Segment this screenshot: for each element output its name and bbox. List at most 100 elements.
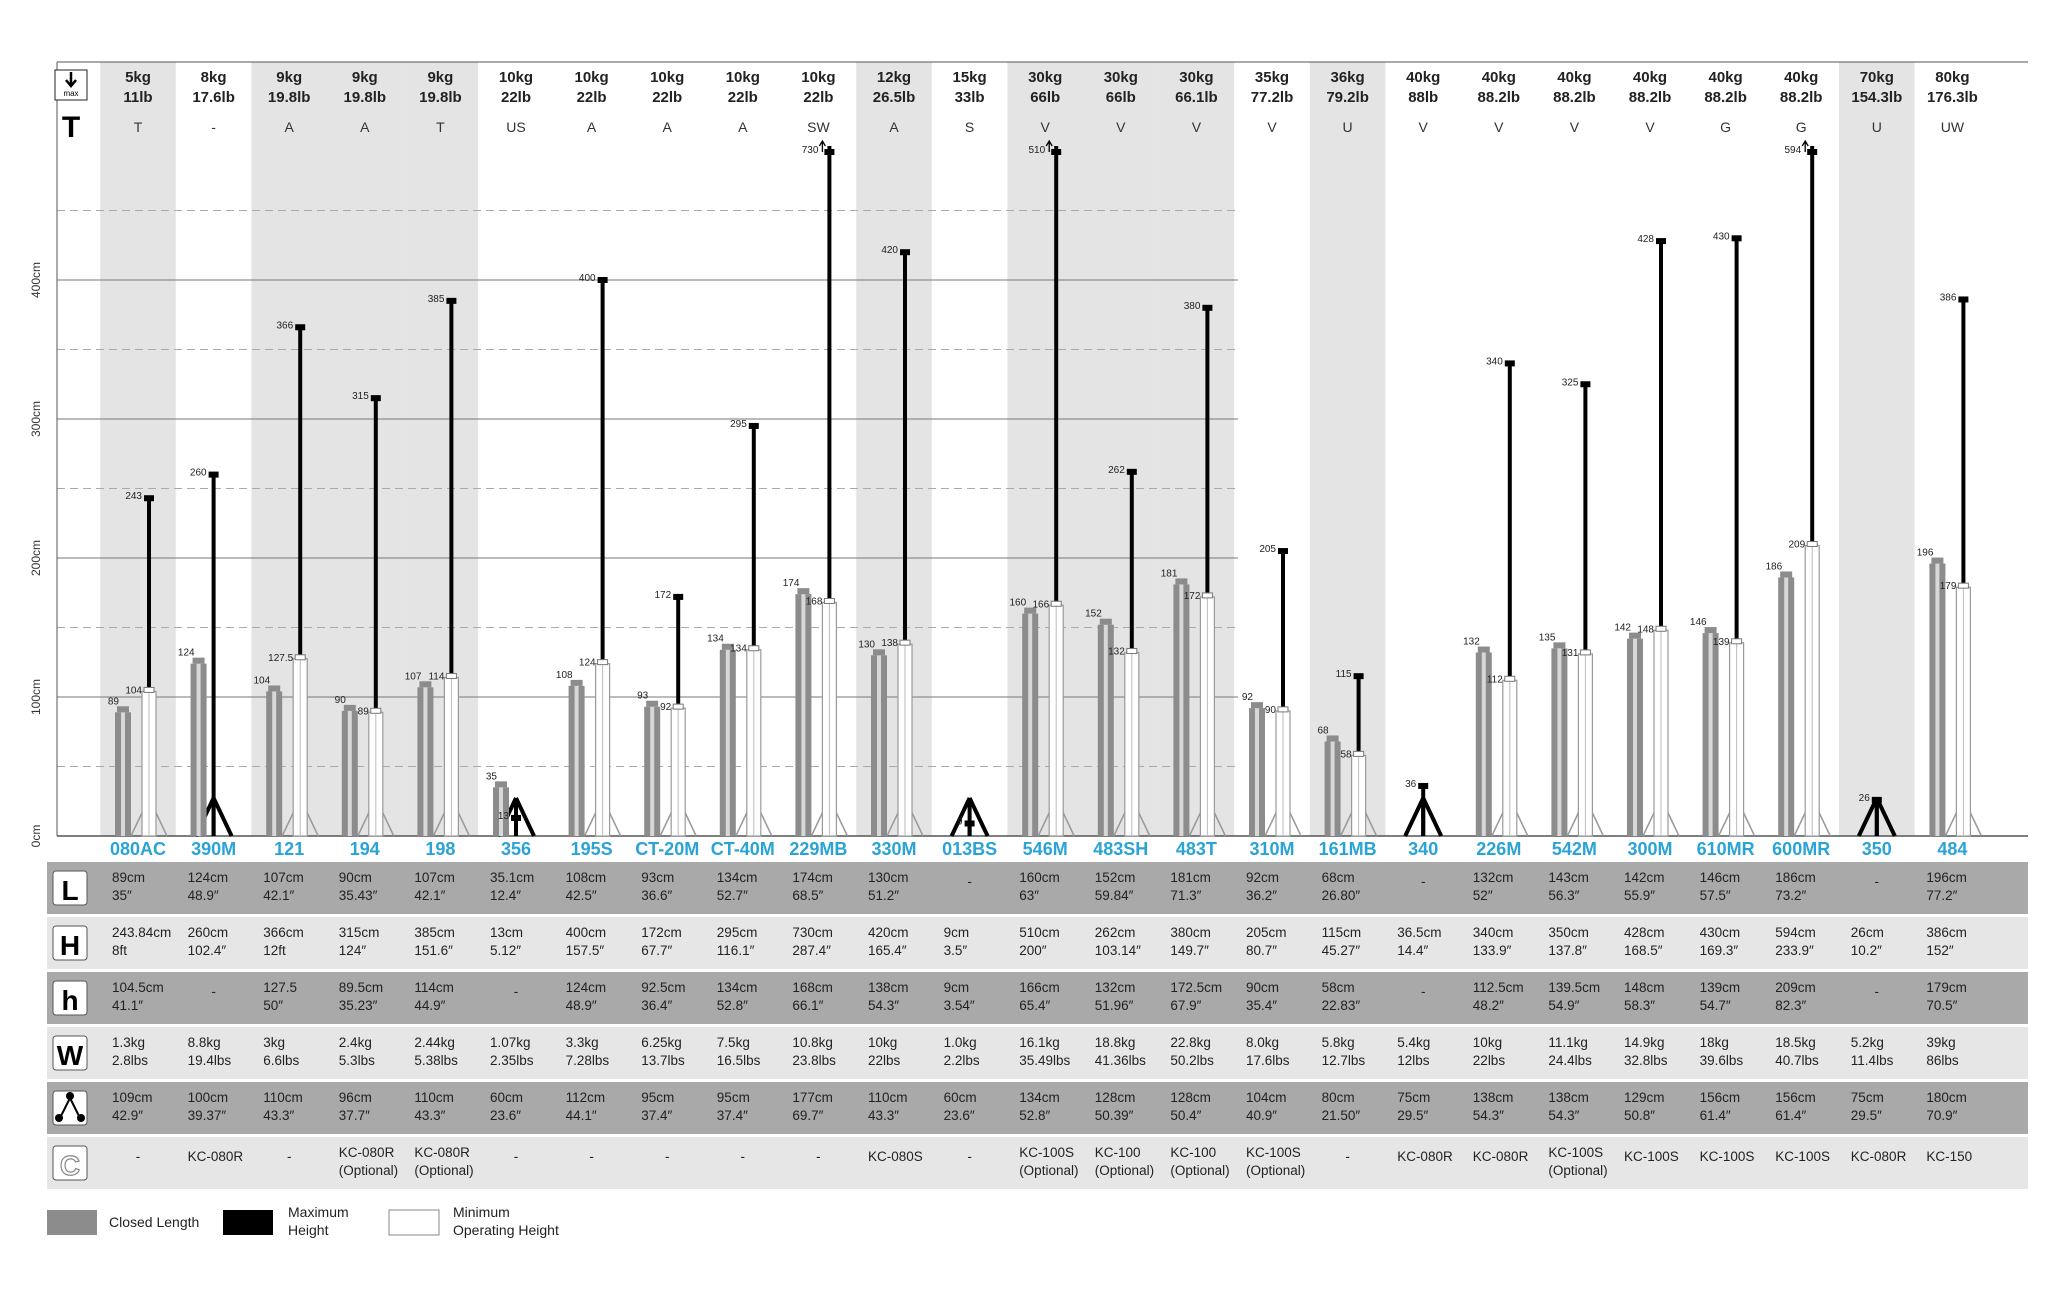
data-label: 260 — [190, 468, 207, 479]
bar-cap — [1326, 735, 1339, 742]
table-cell: 100cm — [188, 1090, 229, 1105]
footprint-dot — [77, 1114, 85, 1122]
row-icon: W — [57, 1040, 84, 1071]
line-cap — [1807, 149, 1818, 155]
table-cell: 48.2″ — [1473, 998, 1504, 1013]
table-cell: 8ft — [112, 943, 127, 958]
table-cell: 17.6lbs — [1246, 1053, 1290, 1068]
x-tick-label: CT-20M — [635, 839, 699, 859]
table-cell: 39.37″ — [188, 1108, 227, 1123]
type-code: U — [1343, 119, 1353, 135]
table-cell: 50.39″ — [1095, 1108, 1134, 1123]
table-cell: 41.1″ — [112, 998, 143, 1013]
table-row — [47, 1027, 2028, 1079]
type-code: V — [1192, 119, 1202, 135]
type-code: V — [1267, 119, 1277, 135]
row-icon-box — [52, 1035, 88, 1071]
table-cell: 115cm — [1322, 925, 1362, 940]
bar-cap — [1780, 571, 1793, 578]
table-cell: 95cm — [641, 1090, 674, 1105]
max-load-lb: 66.1lb — [1175, 89, 1218, 106]
line-cap — [1656, 238, 1666, 245]
table-cell: 180cm — [1926, 1090, 1967, 1105]
column-shade — [1083, 62, 1159, 836]
type-code: A — [738, 119, 748, 135]
overflow-arrow — [1801, 139, 1809, 152]
table-cell: 50.2lbs — [1170, 1053, 1214, 1068]
table-cell: - — [816, 1149, 821, 1164]
table-cell: 2.8lbs — [112, 1053, 148, 1068]
line-cap — [597, 277, 608, 283]
table-cell: KC-100S — [1624, 1149, 1679, 1164]
table-cell: - — [1421, 984, 1426, 999]
table-cell: 428cm — [1624, 925, 1665, 940]
table-cell: 65.4″ — [1019, 998, 1050, 1013]
x-tick-label: 484 — [1937, 839, 1967, 859]
table-cell: 29.5″ — [1397, 1108, 1428, 1123]
table-cell: 1.07kg — [490, 1035, 531, 1050]
data-label: 366 — [277, 320, 294, 331]
table-cell: 35.43″ — [339, 888, 378, 903]
data-label: 90 — [1265, 705, 1277, 716]
table-cell: 36.4″ — [641, 998, 672, 1013]
data-label: 124 — [579, 658, 596, 669]
table-cell: 23.6″ — [944, 1108, 975, 1123]
table-cell: 340cm — [1473, 925, 1514, 940]
table-cell: 35″ — [112, 888, 132, 903]
line-cap — [295, 324, 306, 331]
y-tick-label: 400cm — [29, 262, 43, 298]
table-cell: 55.9″ — [1624, 888, 1655, 903]
column-shade — [402, 62, 479, 836]
table-cell: 95cm — [717, 1090, 750, 1105]
table-cell: 51.2″ — [868, 888, 899, 903]
bar-stripe — [725, 649, 730, 836]
table-cell: 262cm — [1095, 925, 1136, 940]
table-cell: 92cm — [1246, 870, 1279, 885]
data-label: 104 — [254, 675, 271, 686]
table-cell: KC-080R — [1397, 1149, 1453, 1164]
column-shade — [1007, 62, 1083, 836]
table-cell: 58cm — [1322, 980, 1355, 995]
data-label: 114 — [428, 672, 444, 683]
data-label: 340 — [1486, 356, 1503, 367]
table-cell: 730cm — [792, 925, 833, 940]
legend-swatch — [47, 1210, 97, 1235]
table-cell: 39kg — [1926, 1035, 1955, 1050]
table-cell: 400cm — [566, 925, 607, 940]
x-tick-label: 161MB — [1319, 839, 1377, 859]
x-tick-label: 080AC — [110, 839, 166, 859]
type-code: A — [360, 119, 370, 135]
row-icon: L — [61, 875, 78, 906]
max-load-lb: 79.2lb — [1326, 89, 1369, 106]
line-cap — [824, 149, 835, 155]
type-code: G — [1796, 119, 1807, 135]
data-label: 172 — [1184, 591, 1201, 602]
max-load-lb: 88.2lb — [1780, 89, 1823, 106]
x-tick-label: 390M — [191, 839, 236, 859]
table-cell: 138cm — [868, 980, 909, 995]
table-cell: 43.3″ — [868, 1108, 899, 1123]
footprint-dot — [55, 1114, 63, 1122]
table-cell: 143cm — [1548, 870, 1589, 885]
x-tick-label: 600MR — [1772, 839, 1830, 859]
bar-cap — [1201, 592, 1213, 599]
bar-cap — [1957, 582, 1969, 589]
bar-cap — [1579, 649, 1591, 656]
data-label: 130 — [858, 639, 875, 650]
max-load-icon: max — [54, 69, 88, 101]
bar-cap — [495, 781, 507, 788]
max-load-kg: 5kg — [125, 69, 151, 86]
data-label: 430 — [1713, 231, 1730, 242]
table-cell: KC-080R — [188, 1149, 244, 1164]
table-cell: 124″ — [339, 943, 367, 958]
table-row — [47, 862, 2028, 914]
table-cell: 594cm — [1775, 925, 1816, 940]
data-label: 325 — [1562, 377, 1579, 388]
table-cell: 174cm — [792, 870, 833, 885]
table-cell: 26.80″ — [1322, 888, 1361, 903]
bar-stripe — [121, 712, 125, 836]
table-cell: 2.35lbs — [490, 1053, 534, 1068]
table-cell: 32.8lbs — [1624, 1053, 1668, 1068]
line-cap — [208, 471, 219, 478]
icon-arrow — [65, 72, 77, 88]
